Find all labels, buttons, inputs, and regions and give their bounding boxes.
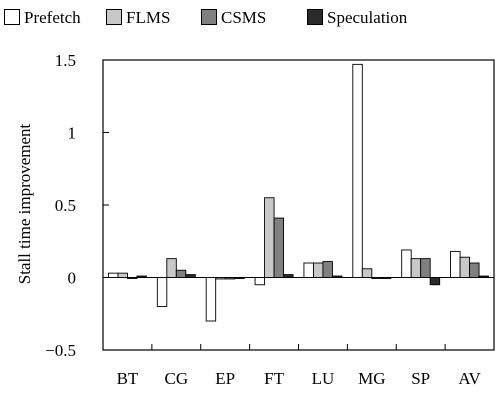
x-tick-label: AV	[458, 369, 481, 388]
bar-speculation-sp	[429, 277, 441, 286]
x-tick-labels: BT CG EP FT LU MG SP AV	[117, 369, 482, 388]
legend-label: Speculation	[327, 8, 408, 27]
bar-csms-ft	[273, 217, 285, 278]
y-tick-label: 0.5	[55, 196, 76, 215]
legend-label: FLMS	[126, 8, 170, 27]
bar-flms-ft	[264, 197, 275, 278]
legend-swatch	[307, 9, 323, 25]
bar-csms-ep	[224, 277, 236, 280]
bar-speculation-bt	[136, 275, 147, 278]
bar-speculation-lu	[331, 275, 343, 278]
bar-prefetch-ep	[205, 277, 217, 322]
bar-prefetch-lu	[303, 262, 314, 278]
bars	[107, 63, 490, 322]
bar-csms-av	[469, 262, 480, 278]
bar-flms-av	[459, 256, 471, 278]
legend: Prefetch FLMS CSMS Speculation	[4, 8, 408, 27]
bar-csms-sp	[420, 258, 431, 278]
bar-prefetch-ft	[254, 277, 266, 286]
x-tick-label: LU	[312, 369, 335, 388]
x-tick-label: CG	[165, 369, 189, 388]
bar-flms-mg	[361, 268, 373, 278]
bar-prefetch-cg	[156, 277, 168, 307]
y-tick-label: −0.5	[45, 341, 76, 360]
x-tick-label: MG	[358, 369, 385, 388]
bar-csms-mg	[371, 277, 382, 279]
legend-swatch	[4, 9, 20, 25]
bar-flms-sp	[410, 258, 422, 278]
legend-label: CSMS	[221, 8, 266, 27]
x-tick-label: EP	[215, 369, 235, 388]
bar-flms-cg	[166, 258, 177, 278]
y-tick-label: 1.5	[55, 51, 76, 70]
bar-speculation-cg	[185, 274, 196, 278]
bar-prefetch-mg	[352, 63, 363, 278]
bar-flms-ep	[215, 277, 226, 280]
x-tick-label: FT	[264, 369, 284, 388]
bar-prefetch-sp	[401, 249, 412, 278]
bar-speculation-ep	[234, 277, 245, 279]
y-tick-label: 0	[68, 269, 77, 288]
bar-prefetch-bt	[107, 272, 119, 278]
bar-csms-bt	[126, 277, 138, 279]
x-tick-label: SP	[411, 369, 430, 388]
y-tick-labels: −0.5 0 0.5 1 1.5	[45, 51, 76, 360]
bar-flms-lu	[312, 262, 324, 278]
bar-speculation-mg	[380, 277, 392, 279]
y-tick-label: 1	[68, 124, 77, 143]
bar-flms-bt	[117, 272, 128, 278]
legend-swatch	[201, 9, 217, 25]
legend-label: Prefetch	[24, 8, 81, 27]
legend-swatch	[106, 9, 122, 25]
bar-speculation-av	[478, 275, 490, 278]
x-tick-label: BT	[117, 369, 139, 388]
bar-prefetch-av	[450, 250, 461, 278]
bar-speculation-ft	[283, 274, 294, 278]
y-axis-label: Stall time improvement	[15, 123, 34, 284]
bar-csms-cg	[175, 269, 187, 278]
bar-csms-lu	[322, 261, 333, 278]
